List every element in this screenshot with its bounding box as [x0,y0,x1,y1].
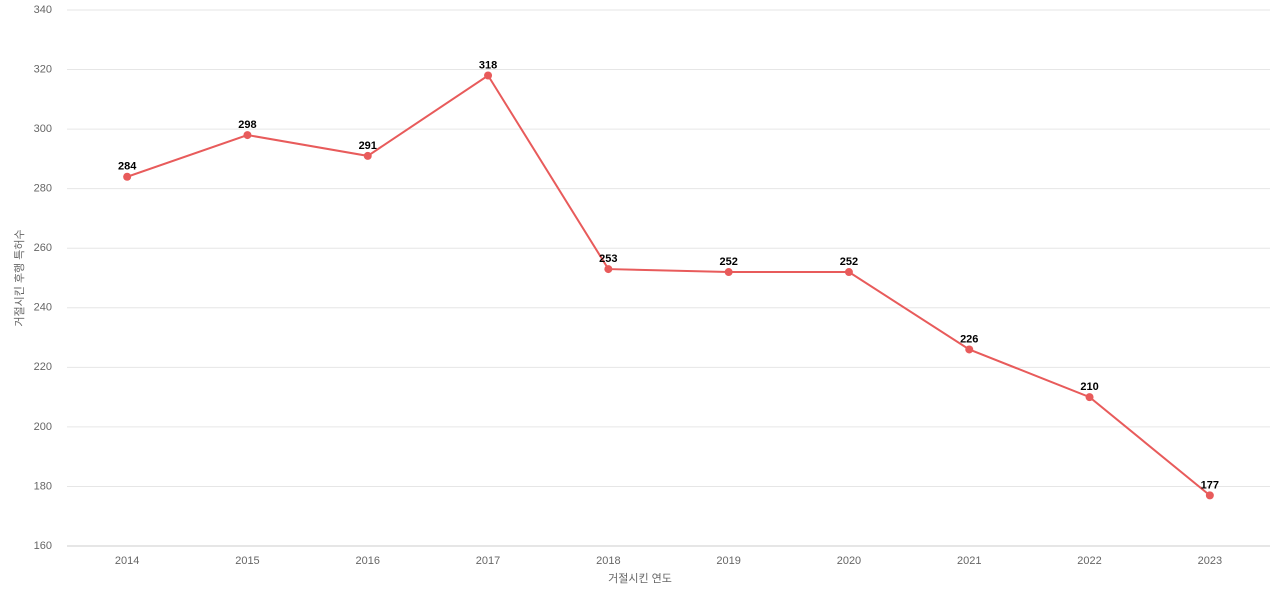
x-tick-label: 2014 [115,555,139,567]
point [484,71,493,80]
x-tick-label: 2022 [1077,555,1101,567]
x-tick-label: 2016 [356,555,380,567]
y-tick-label: 160 [34,540,52,552]
x-tick-label: 2020 [837,555,861,567]
data-label: 177 [1201,479,1219,491]
x-tick-label: 2018 [596,555,620,567]
y-tick-label: 300 [34,123,52,135]
y-tick-label: 320 [34,63,52,75]
point [1085,393,1094,402]
data-label: 226 [960,333,978,345]
x-tick-label: 2019 [716,555,740,567]
point [724,268,733,277]
y-tick-label: 340 [34,4,52,16]
point [1205,491,1214,500]
point [844,268,853,277]
data-label: 210 [1080,381,1098,393]
data-label: 291 [359,140,377,152]
x-axis-label: 거절시킨 연도 [608,572,672,585]
x-tick-label: 2017 [476,555,500,567]
data-label: 252 [719,256,737,268]
line [126,74,1211,497]
point [965,345,974,354]
data-label: 253 [599,253,617,265]
y-tick-label: 200 [34,421,52,433]
y-tick-label: 260 [34,242,52,254]
y-tick-label: 240 [34,302,52,314]
point [123,172,132,181]
data-label: 284 [118,161,137,173]
y-axis-label: 거절시킨 후행 특허수 [13,229,26,326]
x-tick-label: 2021 [957,555,981,567]
x-tick-label: 2015 [235,555,259,567]
point [243,131,252,140]
data-label: 318 [479,59,497,71]
point [604,265,613,274]
y-tick-label: 220 [34,361,52,373]
point [363,151,372,160]
data-label: 298 [238,119,256,131]
y-tick-label: 280 [34,183,52,195]
data-label: 252 [840,256,858,268]
x-tick-label: 2023 [1198,555,1222,567]
y-tick-label: 180 [34,480,52,492]
